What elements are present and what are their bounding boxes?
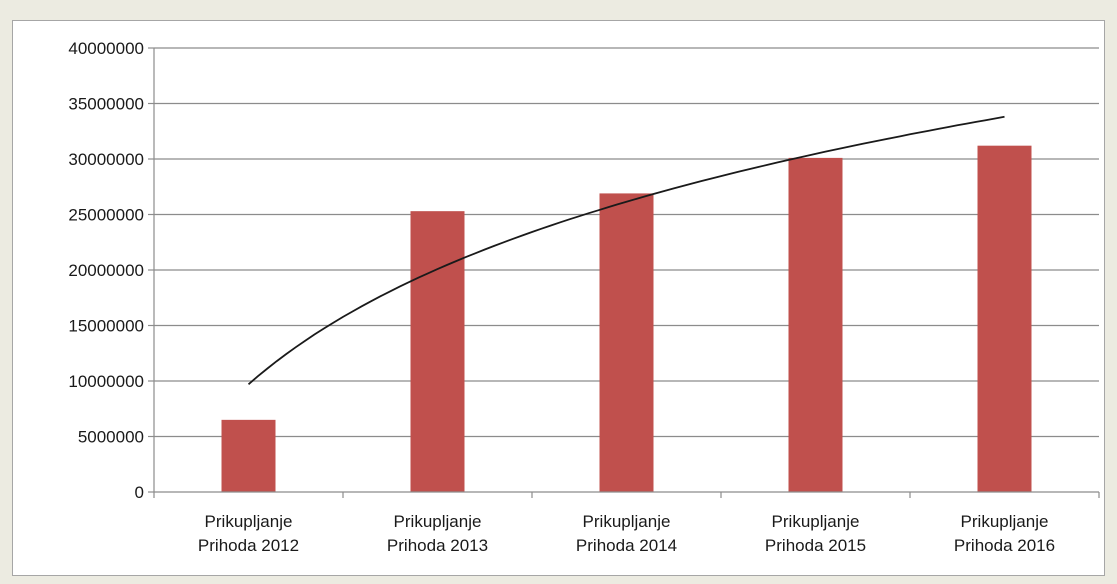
bar-2014 <box>599 193 654 492</box>
x-tick-label-line: Prihoda 2015 <box>765 536 866 555</box>
y-tick-label: 35000000 <box>68 95 144 114</box>
bar-2012 <box>221 419 276 492</box>
y-tick-label: 30000000 <box>68 150 144 169</box>
x-tick-label: Prikupljanje Prihoda 2014 <box>576 512 677 555</box>
bar-chart: 0 5000000 10000000 15000000 20000000 25000000… <box>68 39 1100 555</box>
y-tick-label: 25000000 <box>68 206 144 225</box>
bar-2015 <box>788 157 843 492</box>
bars <box>221 145 1032 493</box>
y-tick-label: 0 <box>135 483 144 502</box>
chart-frame: 0 5000000 10000000 15000000 20000000 25000000… <box>12 20 1105 576</box>
y-tick-label: 40000000 <box>68 39 144 58</box>
bar-2013 <box>410 211 465 493</box>
x-tick-label: Prikupljanje Prihoda 2013 <box>387 512 488 555</box>
x-tick-label-line: Prihoda 2012 <box>198 536 299 555</box>
x-tick-label-line: Prihoda 2016 <box>954 536 1055 555</box>
x-tick-label: Prikupljanje Prihoda 2012 <box>198 512 299 555</box>
y-tick-label: 10000000 <box>68 372 144 391</box>
y-tick-label: 5000000 <box>78 428 144 447</box>
x-tick-label: Prikupljanje Prihoda 2016 <box>954 512 1055 555</box>
x-tick-label-line: Prikupljanje <box>772 512 860 531</box>
axes <box>148 47 1100 498</box>
x-tick-label-line: Prikupljanje <box>394 512 482 531</box>
x-tick-label-line: Prihoda 2013 <box>387 536 488 555</box>
trendline-layer <box>247 115 1005 385</box>
x-tick-label-line: Prikupljanje <box>583 512 671 531</box>
trendline <box>247 115 1005 385</box>
x-tick-label-line: Prikupljanje <box>205 512 293 531</box>
bar-2016 <box>977 145 1032 492</box>
x-tick-label: Prikupljanje Prihoda 2015 <box>765 512 866 555</box>
y-tick-label: 15000000 <box>68 317 144 336</box>
y-tick-label: 20000000 <box>68 261 144 280</box>
x-tick-label-line: Prikupljanje <box>961 512 1049 531</box>
x-tick-label-line: Prihoda 2014 <box>576 536 677 555</box>
tick-labels: 0 5000000 10000000 15000000 20000000 25000000… <box>68 39 1055 555</box>
